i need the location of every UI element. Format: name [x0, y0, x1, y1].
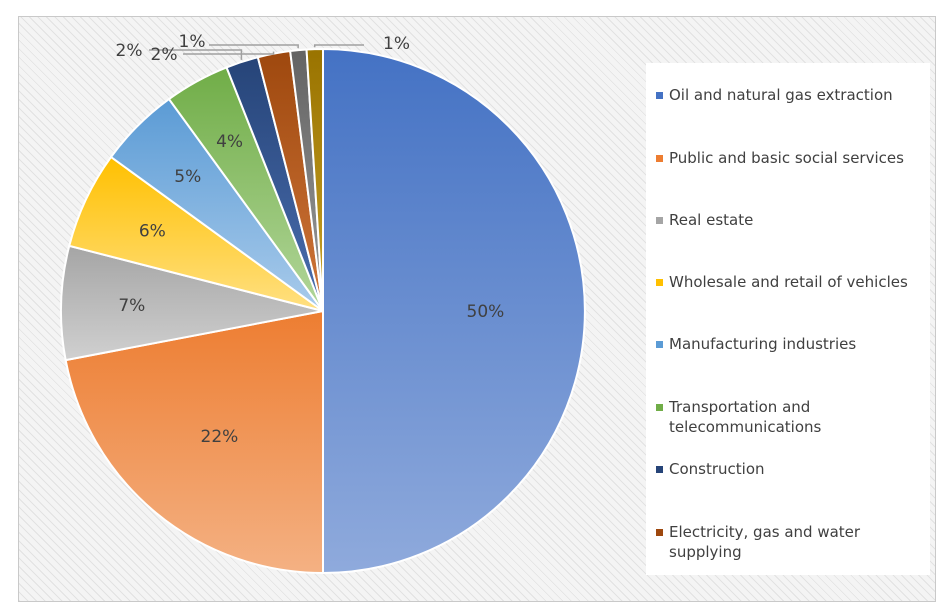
legend-label: Construction — [669, 460, 765, 478]
legend-swatch — [656, 217, 663, 224]
leader-line — [313, 44, 364, 48]
pie-slice — [322, 47, 586, 575]
legend-swatch — [656, 279, 663, 286]
legend-item-manufacturing: Manufacturing industries — [656, 334, 926, 354]
chart-area: 50% 22% 7% 6% 5% 4% 2% 2% 1% 1% Oil and natural g… — [18, 16, 936, 602]
slice-data-label: 2% — [151, 45, 178, 65]
pie-slice — [305, 47, 324, 312]
legend-swatch — [656, 92, 663, 99]
legend-item-oil-gas: Oil and natural gas extraction — [656, 85, 926, 105]
legend-item-electricity: Electricity, gas and water supplying — [656, 522, 926, 562]
legend-swatch — [656, 155, 663, 162]
slice-data-label: 50% — [467, 302, 505, 322]
leader-line — [149, 49, 243, 60]
legend-swatch — [656, 466, 663, 473]
slice-data-label: 4% — [216, 132, 243, 152]
legend-swatch — [656, 404, 663, 411]
legend-label: Public and basic social services — [669, 149, 904, 167]
slice-data-label: 1% — [179, 32, 206, 52]
legend-item-public-services: Public and basic social services — [656, 148, 926, 168]
slice-data-label: 1% — [383, 34, 410, 54]
legend-label: Electricity, gas and water supplying — [669, 523, 861, 561]
legend-label: Manufacturing industries — [669, 335, 857, 353]
pie-chart: 50%22%7%6%5%4%2% 2%1% 1% — [60, 32, 586, 575]
legend-item-wholesale-retail: Wholesale and retail of vehicles — [656, 272, 926, 292]
legend-item-real-estate: Real estate — [656, 210, 926, 230]
slice-data-label: 2% — [116, 41, 143, 61]
legend: Oil and natural gas extraction Public an… — [646, 63, 930, 575]
leader-line — [183, 51, 275, 55]
pie-slice — [64, 309, 324, 575]
slice-data-label: 22% — [201, 427, 239, 447]
pie-slice — [60, 244, 324, 362]
legend-swatch — [656, 341, 663, 348]
legend-item-transportation: Transportation and telecommunications — [656, 397, 926, 437]
legend-label: Transportation and telecommunications — [669, 398, 822, 436]
slice-data-label: 6% — [139, 222, 166, 242]
slice-data-label: 5% — [174, 167, 201, 187]
legend-swatch — [656, 529, 663, 536]
legend-label: Real estate — [669, 211, 754, 229]
legend-item-construction: Construction — [656, 459, 926, 479]
legend-label: Oil and natural gas extraction — [669, 86, 893, 104]
slice-data-label: 7% — [118, 296, 145, 316]
legend-label: Wholesale and retail of vehicles — [669, 273, 908, 291]
leader-line — [209, 44, 299, 49]
